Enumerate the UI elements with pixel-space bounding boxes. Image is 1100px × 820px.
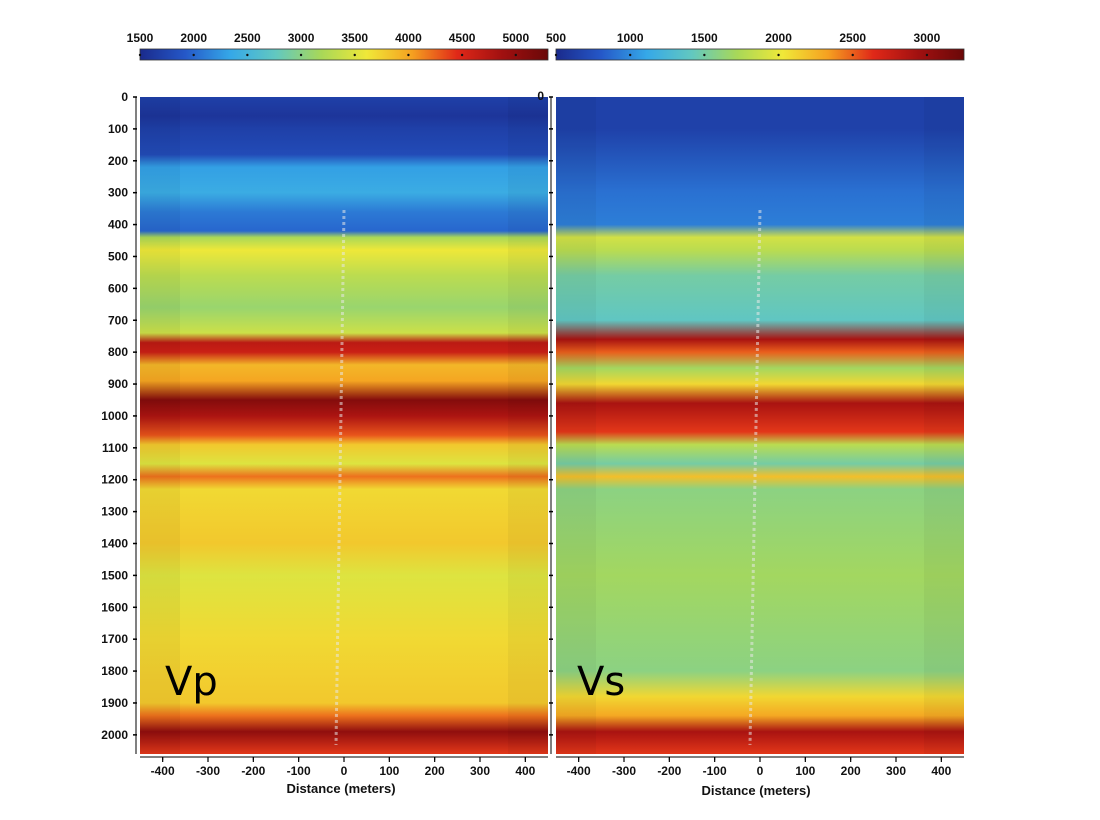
vs-x-tick-label: -300 (612, 764, 636, 778)
vp-lateral-shading (140, 97, 548, 754)
vs-colorbar-tick-mark (925, 53, 929, 57)
vp-colorbar-tick-mark (353, 53, 356, 57)
vp-y-tick-label: 0 (121, 90, 128, 104)
vp-panel: Vp (140, 97, 548, 754)
vs-x-tick-label: -200 (657, 764, 681, 778)
vp-x-tick-label: -100 (287, 764, 311, 778)
vs-x-axis-title: Distance (meters) (701, 783, 810, 798)
vs-x-tick-label: 0 (757, 764, 764, 778)
vp-y-tick-label: 600 (108, 281, 128, 295)
vp-x-tick-label: 400 (515, 764, 535, 778)
vp-y-tick-label: 1600 (101, 600, 128, 614)
vp-y-tick-label: 1700 (101, 632, 128, 646)
vp-x-axis-title: Distance (meters) (286, 781, 395, 796)
vp-y-tick-label: 200 (108, 154, 128, 168)
vp-colorbar-tick-label: 5000 (502, 31, 529, 45)
vp-colorbar-tick-label: 4000 (395, 31, 422, 45)
edge-shade (556, 97, 596, 754)
vs-heatmap (556, 97, 964, 754)
vp-panel-label: Vp (165, 659, 218, 705)
vp-heatmap (140, 97, 548, 754)
vp-x-tick-label: -400 (151, 764, 175, 778)
vs-colorbar-tick-label: 2000 (765, 31, 792, 45)
vs-x-tick-label: 200 (841, 764, 861, 778)
vp-y-tick-label: 2000 (101, 728, 128, 742)
vs-colorbar-tick-label: 3000 (914, 31, 941, 45)
vp-colorbar-tick-label: 2000 (180, 31, 207, 45)
vp-y-tick-label: 800 (108, 345, 128, 359)
vp-x-tick-label: 0 (341, 764, 348, 778)
vs-colorbar-tick-mark (777, 53, 780, 57)
vp-y-tick-label: 1500 (101, 568, 128, 582)
vp-colorbar-tick-label: 2500 (234, 31, 261, 45)
vs-colorbar-tick-mark (628, 53, 632, 57)
vp-y-tick-label: 500 (108, 249, 128, 263)
vp-colorbar-tick-mark (192, 53, 195, 57)
vs-borehole-trace (748, 209, 762, 746)
vs-colorbar-tick-mark (703, 53, 706, 57)
vp-y-tick-label: 400 (108, 218, 128, 232)
axes: 0100200300400500600700800900100011001200… (101, 89, 964, 798)
edge-shade (140, 97, 180, 754)
vs-colorbar-ticks: 500 1000 1500 2000 2500 3000 (546, 31, 941, 57)
vs-x-tick-label: 400 (931, 764, 951, 778)
vs-colorbar-tick-mark (851, 53, 854, 57)
edge-shade (924, 97, 964, 754)
vs-x-tick-label: -100 (703, 764, 727, 778)
vp-colorbar-tick-mark (299, 53, 303, 57)
vp-colorbar-tick-mark (138, 53, 142, 57)
vp-y-tick-label: 1400 (101, 537, 128, 551)
vs-colorbar-tick-label: 1000 (617, 31, 644, 45)
vs-colorbar-tick-label: 2500 (839, 31, 866, 45)
vp-colorbar-tick-label: 3500 (341, 31, 368, 45)
vs-colorbar-tick-label: 500 (546, 31, 566, 45)
vp-colorbar-tick-label: 4500 (449, 31, 476, 45)
vs-y-tick-label: 0 (537, 89, 544, 103)
vp-y-tick-label: 1300 (101, 505, 128, 519)
vp-y-tick-label: 1200 (101, 473, 128, 487)
vp-x-ticks: -400 -300 -200 -100 0 100 200 300 400 (151, 757, 536, 778)
vp-colorbar-tick-mark (514, 53, 517, 57)
vp-colorbar-bar (139, 48, 549, 61)
vp-y-ticks: 0 100 200 300 400 500 600 700 800 900 1000 1100 1200… (101, 90, 137, 742)
vp-colorbar-tick-mark (460, 53, 464, 57)
vs-panel-label: Vs (577, 659, 625, 705)
edge-shade (508, 97, 548, 754)
vp-x-tick-label: 200 (425, 764, 445, 778)
vs-colorbar: 500 1000 1500 2000 2500 3000 (546, 31, 965, 61)
vp-y-tick-label: 1800 (101, 664, 128, 678)
vp-y-tick-label: 100 (108, 122, 128, 136)
vp-x-tick-label: -300 (196, 764, 220, 778)
vp-y-tick-label: 900 (108, 377, 128, 391)
vp-borehole-trace (334, 209, 346, 746)
vp-colorbar-tick-mark (407, 53, 410, 57)
vp-y-tick-label: 700 (108, 313, 128, 327)
vp-x-tick-label: -200 (241, 764, 265, 778)
vs-colorbar-tick-label: 1500 (691, 31, 718, 45)
vs-x-tick-label: 300 (886, 764, 906, 778)
vs-colorbar-tick-mark (554, 53, 558, 57)
vp-x-tick-label: 100 (379, 764, 399, 778)
vp-y-tick-label: 300 (108, 186, 128, 200)
vp-y-tick-label: 1000 (101, 409, 128, 423)
vp-x-tick-label: 300 (470, 764, 490, 778)
vs-panel: Vs (556, 97, 964, 754)
vp-colorbar-tick-label: 1500 (127, 31, 154, 45)
vs-x-ticks: -400 -300 -200 -100 0 100 200 300 400 (567, 757, 952, 778)
vs-y-ticks: 0 (537, 89, 553, 736)
vs-x-tick-label: -400 (567, 764, 591, 778)
vp-colorbar-ticks: 1500 2000 2500 3000 3500 4000 4500 5000 (127, 31, 529, 57)
vp-y-tick-label: 1900 (101, 696, 128, 710)
vp-colorbar: 1500 2000 2500 3000 3500 4000 4500 5000 (127, 31, 549, 61)
vp-y-tick-label: 1100 (102, 441, 128, 455)
vp-colorbar-tick-mark (246, 53, 249, 57)
vp-colorbar-tick-label: 3000 (288, 31, 315, 45)
vs-colorbar-bar (555, 48, 965, 61)
vs-lateral-shading (556, 97, 964, 754)
vs-x-tick-label: 100 (795, 764, 815, 778)
